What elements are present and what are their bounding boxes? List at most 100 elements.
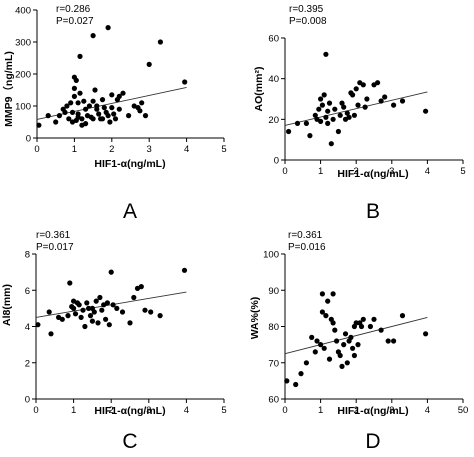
panel-c-data-point [114,305,120,311]
panel-a-data-point [90,33,96,39]
panel-d-data-point [330,320,336,326]
panel-a-data-point [109,92,115,98]
panel-c-data-point [106,322,112,328]
panel-b-data-point [321,92,327,98]
panel-b-data-point [318,118,324,124]
panel-d-data-point [378,327,384,333]
panel-d-data-point [314,338,320,344]
panel-d-data-point [341,342,347,348]
panel-a-data-point [56,113,63,119]
panel-c-data-point [46,309,52,315]
panel-d-data-point [385,338,391,344]
panel-c-y-tick-label: 0 [25,395,30,406]
panel-d-y-axis-label: WA%(%) [249,297,261,340]
panel-b-p-value: P=0.008 [289,16,327,27]
panel-b: r=0.395 P=0.008 AO(mm²) HIF1-α(ng/mL) B [253,4,409,223]
panel-a-data-point [83,106,89,112]
panel-b-data-point [382,94,388,100]
panel-b-data-point [330,116,336,122]
panel-d-data-point [321,345,327,351]
panel-d-x-tick-label: 3 [389,405,394,416]
panel-c-data-point [181,267,188,273]
panel-c-data-point [84,300,90,306]
panel-c-y-tick-label: 6 [25,286,30,297]
panel-a-data-point [69,109,76,115]
panel-b-data-point [375,80,381,86]
panel-b-data-point [328,141,334,147]
panel-d-r-value: r=0.361 [288,230,323,241]
panel-d-data-point [342,331,349,337]
panel-a-data-point [86,103,92,109]
panel-a-data-point [69,119,76,125]
panel-a-data-point [75,100,81,106]
panel-c-x-tick-label: 4 [184,405,189,416]
panel-d-x-axis-label: HIF1-α(ng/mL) [337,405,408,417]
panel-c-letter: C [122,430,137,453]
panel-d-p-value: P=0.016 [288,242,326,253]
panel-b-x-tick-label: 0 [282,166,287,177]
panel-a-y-tick-label: 400 [15,6,31,17]
panel-c-data-point [157,313,163,319]
panel-d-data-point [318,342,324,348]
panel-b-data-point [355,102,361,108]
panel-c-data-point [148,309,154,315]
panel-b-plot: 0 1 2 3 4 5 0 20 40 60 [268,34,465,178]
panel-b-data-point [316,106,322,112]
panel-a-data-point [105,113,111,119]
panel-d-data-point [325,298,331,304]
panel-c-y-tick-label: 8 [25,250,30,261]
panel-b-data-point [351,112,357,118]
panel-b-data-point [337,112,343,118]
panel-d-y-tick-label: 90 [268,286,279,297]
panel-b-y-tick-label: 40 [268,74,279,85]
panel-a-data-point [157,39,163,45]
panel-a-data-point [112,116,119,122]
panel-b-letter: B [366,200,380,223]
panel-d-data-point [293,381,299,388]
panel-a-data-point [73,77,79,83]
panel-a-y-tick-label: 0 [26,134,31,145]
panel-c-y-tick-label: 2 [25,358,30,369]
panel-c-y-tick-label: 4 [25,322,30,333]
panel-c-data-point [48,331,54,337]
panel-c-data-point [97,294,103,301]
panel-a-data-point [142,113,149,119]
panel-c-data-point [93,298,99,304]
panel-a-data-point [45,113,51,119]
panel-b-data-point [319,102,325,108]
panel-c-data-point [82,323,88,330]
panel-d-data-point [367,323,373,330]
panel-a-data-point [83,121,89,127]
panel-a-data-point [137,108,143,114]
panel-a-p-value: P=0.027 [56,16,94,27]
panel-c-data-point [72,311,79,317]
panel-a-data-point [62,109,68,115]
panel-d-data-point [353,320,359,326]
panel-b-data-point [294,120,301,126]
panel-c-data-point [127,320,133,326]
panel-c-x-tick-label: 5 [221,405,226,416]
panel-b-y-axis-label: AO(mm²) [253,67,265,112]
panel-a-data-point [92,87,98,93]
panel-a-data-point [71,85,77,91]
panel-b-data-point [323,51,329,57]
panel-a-data-point [75,114,81,120]
panel-a-data-point [66,116,72,122]
panel-a-data-point [90,116,96,122]
panel-d-x-tick-label: 2 [354,405,359,416]
panel-b-x-tick-label: 4 [425,166,430,177]
panel-b-x-tick-label: 3 [389,166,394,177]
panel-b-data-point [303,120,309,126]
panel-a-data-point [90,98,96,104]
panel-b-data-point [362,104,368,110]
panel-b-data-point [350,92,356,98]
panel-d-y-tick-label: 70 [268,358,279,369]
panel-c-data-point [71,305,77,311]
panel-c-data-point [91,309,97,315]
panel-a-data-point [99,116,106,122]
panel-d-trendline [284,317,428,355]
panel-a-data-point [64,103,70,109]
panel-c-x-tick-label: 1 [71,405,76,416]
panel-d-data-point [339,363,345,369]
panel-d-data-point [399,313,406,319]
